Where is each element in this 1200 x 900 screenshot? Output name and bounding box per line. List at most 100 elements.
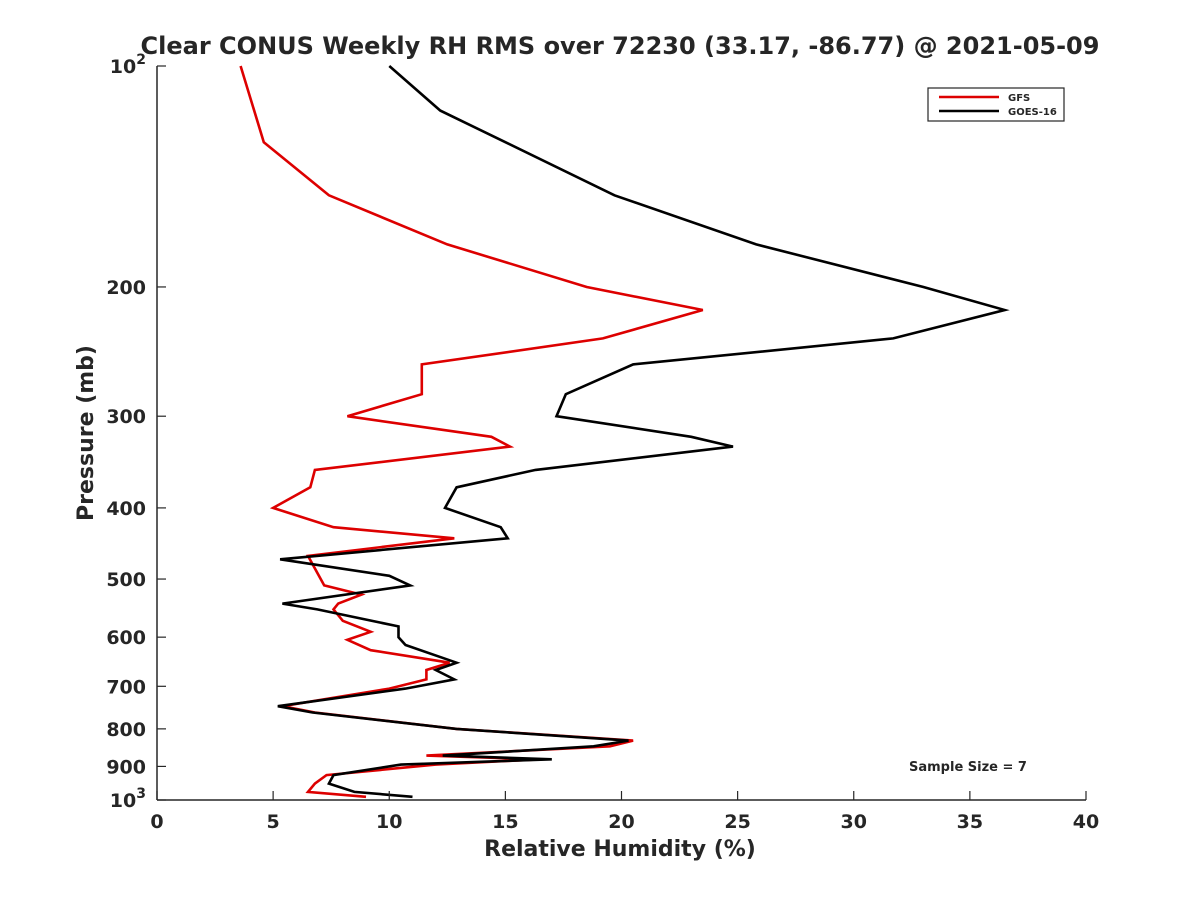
x-tick-label: 15	[492, 811, 518, 833]
data-point	[279, 558, 281, 560]
data-point	[388, 575, 390, 577]
data-point	[444, 507, 446, 509]
x-tick-label: 40	[1073, 811, 1099, 833]
data-point	[702, 309, 704, 311]
data-point	[586, 286, 588, 288]
data-point	[409, 584, 411, 586]
data-point	[614, 194, 616, 196]
y-tick-label: 200	[106, 277, 146, 299]
series-line-goes-16	[277, 65, 1010, 799]
data-point	[272, 507, 274, 509]
y-tick-label: 600	[106, 627, 146, 649]
data-point	[456, 486, 458, 488]
data-point	[365, 796, 367, 798]
data-point	[346, 415, 348, 417]
data-point	[892, 337, 894, 339]
x-tick-label: 5	[267, 811, 280, 833]
data-point	[425, 755, 427, 757]
data-point	[333, 774, 335, 776]
data-point	[353, 791, 355, 793]
y-tick-label: 900	[106, 756, 146, 778]
data-point	[370, 649, 372, 651]
x-axis-label: Relative Humidity (%)	[484, 837, 756, 862]
x-tick-label: 0	[150, 811, 163, 833]
data-point	[360, 594, 362, 596]
data-point	[439, 110, 441, 112]
legend-box	[927, 87, 1065, 122]
data-point	[456, 662, 458, 664]
data-point	[627, 740, 629, 742]
legend-label: GFS	[1008, 93, 1030, 104]
data-point	[456, 728, 458, 730]
data-point	[690, 436, 692, 438]
data-point	[593, 745, 595, 747]
data-point	[326, 774, 328, 776]
data-point	[507, 537, 509, 539]
data-point	[922, 286, 924, 288]
x-tick-label: 30	[841, 811, 867, 833]
data-point	[333, 526, 335, 528]
x-tick-label: 25	[724, 811, 750, 833]
legend: GFS GOES-16	[927, 87, 1065, 122]
data-point	[609, 745, 611, 747]
y-tick-label: 300	[106, 406, 146, 428]
data-point	[342, 620, 344, 622]
x-tick-label: 20	[608, 811, 634, 833]
y-tick-label: 800	[106, 719, 146, 741]
data-point	[400, 764, 402, 766]
data-point	[446, 243, 448, 245]
data-point	[442, 755, 444, 757]
y-tick-label: 103	[110, 786, 146, 812]
data-point	[398, 625, 400, 627]
data-point	[388, 688, 390, 690]
axes	[156, 66, 1086, 801]
data-point	[551, 758, 553, 760]
legend-label: GOES-16	[1008, 107, 1057, 118]
data-point	[453, 678, 455, 680]
data-point	[755, 243, 757, 245]
data-point	[565, 393, 567, 395]
data-point	[346, 639, 348, 641]
data-point	[490, 436, 492, 438]
data-point	[425, 678, 427, 680]
data-point	[449, 662, 451, 664]
data-point	[535, 469, 537, 471]
data-point	[602, 337, 604, 339]
chart-title: Clear CONUS Weekly RH RMS over 72230 (33…	[141, 32, 1100, 60]
data-point	[312, 712, 314, 714]
data-point	[277, 705, 279, 707]
data-point	[323, 584, 325, 586]
data-point	[314, 469, 316, 471]
data-point	[309, 486, 311, 488]
data-point	[337, 603, 339, 605]
data-point	[732, 446, 734, 448]
series-group	[239, 65, 1010, 799]
data-point	[1004, 309, 1006, 311]
y-tick-label: 102	[110, 52, 146, 78]
x-tick-label: 35	[957, 811, 983, 833]
data-point	[405, 688, 407, 690]
data-point	[632, 363, 634, 365]
y-tick-label: 400	[106, 498, 146, 520]
y-axis-label: Pressure (mb)	[74, 345, 99, 521]
series-line-gfs	[239, 65, 704, 799]
data-point	[240, 65, 242, 67]
x-tick-label: 10	[376, 811, 402, 833]
data-point	[328, 783, 330, 785]
data-point	[314, 783, 316, 785]
data-point	[555, 415, 557, 417]
data-point	[388, 65, 390, 67]
data-point	[370, 631, 372, 633]
y-tick-label: 500	[106, 569, 146, 591]
data-point	[328, 194, 330, 196]
data-point	[425, 669, 427, 671]
data-point	[453, 537, 455, 539]
data-point	[263, 141, 265, 143]
ticks: 0 5 10 15 20 25 30 35 40 102 200 300 400 500 600 700 800…	[106, 52, 1099, 833]
data-point	[509, 446, 511, 448]
data-point	[632, 740, 634, 742]
data-point	[500, 526, 502, 528]
data-point	[281, 603, 283, 605]
data-point	[333, 608, 335, 610]
